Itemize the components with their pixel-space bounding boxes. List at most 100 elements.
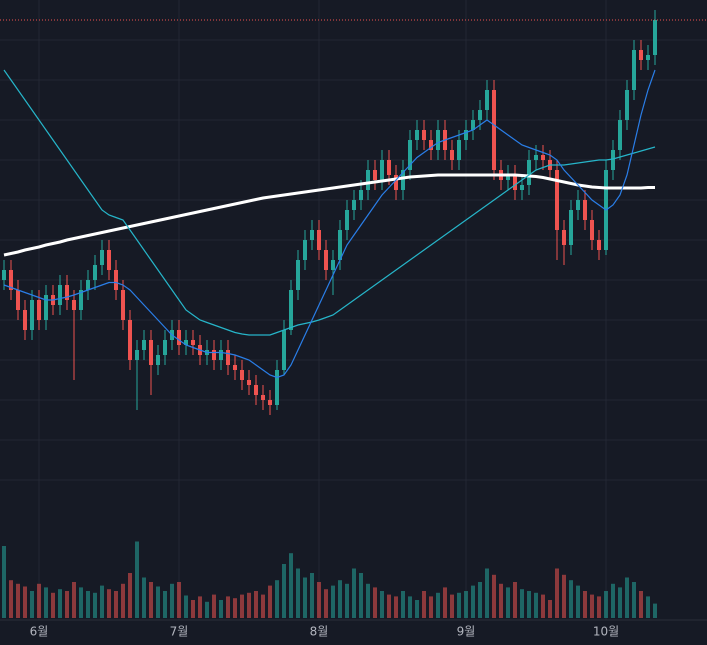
volume-bar xyxy=(366,583,370,618)
x-tick-label: 8월 xyxy=(310,625,329,639)
volume-bar xyxy=(422,591,426,618)
volume-bar xyxy=(611,583,615,618)
candle-body xyxy=(415,130,419,140)
candle-body xyxy=(408,140,412,170)
candle-body xyxy=(394,175,398,190)
candle-body xyxy=(338,230,342,260)
candle-body xyxy=(541,155,545,160)
candle-body xyxy=(317,230,321,250)
volume-bar xyxy=(492,574,496,618)
volume-bar xyxy=(618,587,622,618)
volume-bar xyxy=(569,580,573,618)
volume-bar xyxy=(51,592,55,618)
volume-bar xyxy=(219,600,223,618)
volume-bar xyxy=(450,594,454,618)
volume-bar xyxy=(212,594,216,618)
volume-bar xyxy=(37,583,41,618)
candle-body xyxy=(121,290,125,320)
volume-bar xyxy=(163,591,167,618)
volume-bar xyxy=(394,596,398,618)
candle-body xyxy=(184,340,188,345)
volume-bar xyxy=(562,574,566,618)
volume-bar xyxy=(268,585,272,618)
candle-body xyxy=(471,120,475,130)
candle-body xyxy=(590,220,594,240)
candle-body xyxy=(576,200,580,210)
candle-body xyxy=(261,395,265,400)
candle-body xyxy=(30,300,34,330)
volume-bar xyxy=(436,592,440,618)
moving-average xyxy=(3,69,656,336)
candle-body xyxy=(86,280,90,290)
volume-bar xyxy=(100,585,104,618)
candle-body xyxy=(163,340,167,355)
volume-bar xyxy=(457,592,461,618)
candle-body xyxy=(478,110,482,120)
volume-bar xyxy=(149,582,153,618)
volume-bar xyxy=(604,591,608,618)
volume-bar xyxy=(499,583,503,618)
volume-bar xyxy=(338,580,342,618)
candle-body xyxy=(212,350,216,360)
candle-body xyxy=(527,160,531,185)
volume-bar xyxy=(128,573,132,618)
volume-bar xyxy=(275,580,279,618)
candle-body xyxy=(387,160,391,175)
candle-body xyxy=(562,230,566,245)
candle-body xyxy=(268,400,272,405)
candle-body xyxy=(240,370,244,380)
volume-bar xyxy=(44,587,48,618)
volume-bar xyxy=(16,583,20,618)
volume-bar xyxy=(79,587,83,618)
volume-bar xyxy=(177,582,181,618)
candle-body xyxy=(457,140,461,160)
volume-bar xyxy=(555,568,559,618)
volume-bar xyxy=(352,568,356,618)
volume-bar xyxy=(541,594,545,618)
candle-body xyxy=(23,310,27,330)
volume-bar xyxy=(184,595,188,618)
candle-body xyxy=(100,250,104,265)
candle-body xyxy=(352,200,356,210)
candle-body xyxy=(303,240,307,260)
candle-body xyxy=(597,240,601,250)
candle-body xyxy=(555,170,559,230)
candle-body xyxy=(37,300,41,320)
volume-bar xyxy=(359,573,363,618)
candle-body xyxy=(2,270,6,280)
candle-body xyxy=(450,150,454,160)
volume-bar xyxy=(72,582,76,618)
volume-bar xyxy=(576,585,580,618)
volume-bar xyxy=(527,591,531,618)
volume-bar xyxy=(191,600,195,618)
candle-body xyxy=(653,20,657,55)
candle-body xyxy=(345,210,349,230)
volume-bar xyxy=(261,594,265,618)
candle-body xyxy=(72,300,76,310)
volume-bar xyxy=(303,577,307,618)
volume-bar xyxy=(548,600,552,618)
volume-bar xyxy=(513,582,517,618)
candle-body xyxy=(296,260,300,290)
candle-body xyxy=(247,380,251,385)
candle-body xyxy=(254,385,258,395)
volume-bar xyxy=(408,596,412,618)
volume-bar xyxy=(121,583,125,618)
volume-bar xyxy=(23,586,27,618)
volume-bar xyxy=(520,589,524,618)
volume-bar xyxy=(646,596,650,618)
candle-body xyxy=(149,340,153,365)
candle-body xyxy=(142,340,146,350)
candle-body xyxy=(373,170,377,180)
x-tick-label: 9월 xyxy=(457,625,476,639)
volume-bar xyxy=(597,596,601,618)
candle-body xyxy=(58,285,62,305)
moving-average xyxy=(3,173,655,257)
volume-bar xyxy=(464,591,468,618)
volume-bar xyxy=(534,592,538,618)
candle-body xyxy=(632,50,636,90)
volume-bar xyxy=(471,585,475,618)
x-tick-label: 7월 xyxy=(170,625,189,639)
